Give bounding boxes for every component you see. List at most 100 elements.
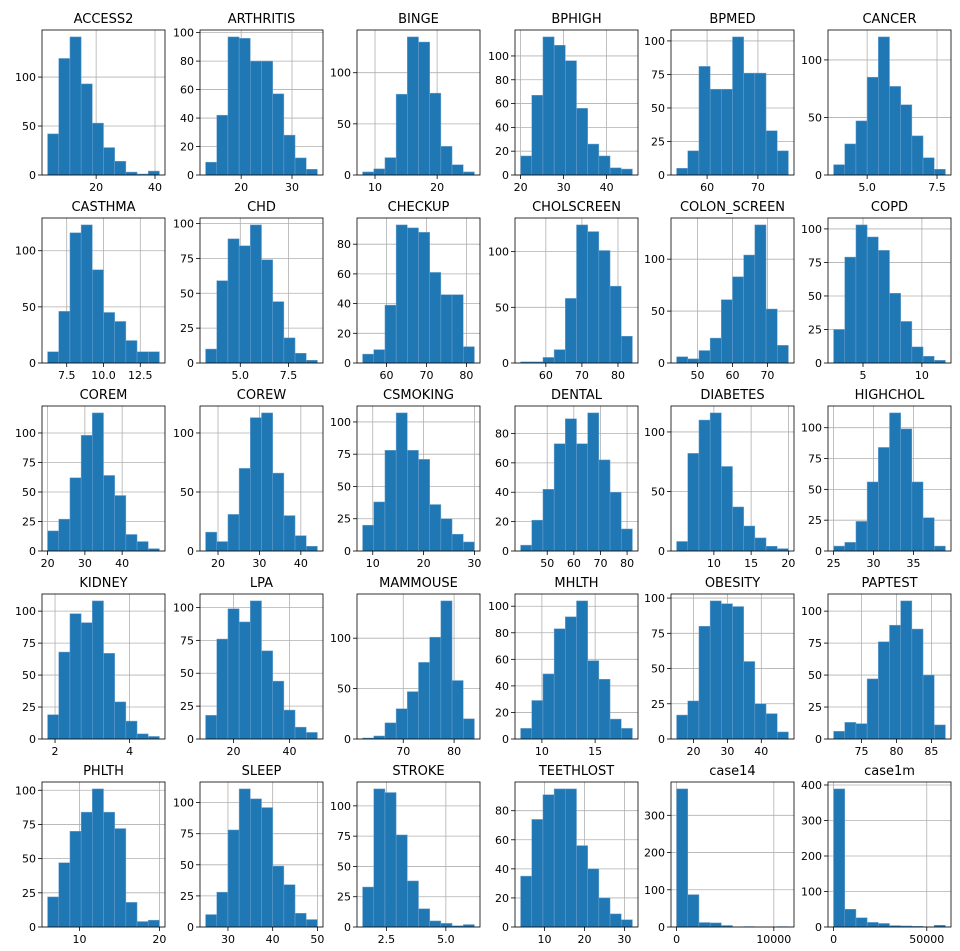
bar — [855, 224, 868, 364]
bar — [114, 828, 127, 928]
x-tick-label: 60 — [567, 557, 581, 570]
bar — [80, 622, 93, 740]
y-tick-label: 0 — [658, 545, 665, 558]
bar — [261, 60, 273, 176]
bar — [833, 788, 846, 928]
y-tick-label: 0 — [502, 921, 509, 934]
bar — [553, 349, 566, 364]
bar — [698, 419, 711, 552]
subplot: 20 40 0 50 100 ACCESS2 — [15, 12, 166, 194]
bar — [576, 224, 588, 364]
subplot-title: COPD — [871, 200, 908, 215]
axes-frame — [827, 593, 952, 740]
bar — [92, 600, 104, 740]
bar — [429, 920, 442, 928]
bar — [216, 280, 229, 364]
bar — [227, 514, 240, 552]
bar — [743, 254, 756, 364]
bar — [911, 628, 924, 740]
bar — [676, 541, 689, 552]
x-tick-label: 30 — [867, 557, 881, 570]
bar — [429, 636, 442, 740]
bar — [429, 504, 442, 552]
y-tick-label: 0 — [502, 545, 509, 558]
bar — [587, 143, 600, 176]
bar — [272, 301, 285, 364]
bar — [709, 412, 722, 552]
axes-frame — [514, 593, 639, 740]
bar — [80, 811, 93, 928]
x-tick-label: 50 — [540, 557, 554, 570]
y-tick-label: 60 — [180, 84, 194, 97]
bar — [542, 489, 555, 552]
x-tick-label: 5.0 — [232, 369, 250, 382]
bar — [362, 171, 375, 176]
bar — [407, 691, 419, 740]
bar — [933, 724, 946, 740]
y-tick-label: 100 — [644, 35, 665, 48]
bar — [855, 120, 868, 176]
subplot: 50 60 70 80 0 20 40 60 80 DENTAL — [495, 388, 639, 570]
subplot-title: DENTAL — [551, 388, 603, 403]
bar — [305, 169, 318, 176]
axes-frame — [41, 405, 166, 552]
subplot: 20 30 40 0 50 100 COREW — [173, 388, 324, 570]
bar — [373, 168, 386, 176]
bar — [92, 122, 104, 176]
subplot-title: ACCESS2 — [74, 12, 134, 27]
bar — [587, 412, 600, 552]
axes-frame — [356, 217, 481, 364]
y-tick-label: 50 — [180, 859, 194, 872]
y-tick-label: 100 — [15, 245, 36, 258]
bar — [889, 86, 901, 176]
bar — [754, 72, 767, 176]
bar — [844, 256, 857, 364]
bar — [407, 227, 419, 364]
x-tick-label: 30 — [78, 557, 92, 570]
x-tick-label: 10 — [915, 369, 929, 382]
bar — [620, 528, 633, 552]
bar — [866, 481, 879, 552]
bar — [429, 92, 442, 176]
y-tick-label: 50 — [180, 486, 194, 499]
bar — [216, 638, 229, 740]
axes-frame — [514, 29, 639, 176]
bar — [205, 161, 218, 176]
y-tick-label: 400 — [801, 779, 822, 792]
bar — [305, 546, 318, 552]
y-tick-label: 100 — [801, 885, 822, 898]
y-tick-label: 50 — [337, 480, 351, 493]
bar — [384, 304, 397, 364]
x-tick-label: 4 — [126, 745, 133, 758]
bar — [676, 714, 689, 740]
y-tick-label: 75 — [180, 634, 194, 647]
y-tick-label: 60 — [495, 98, 509, 111]
bar — [620, 336, 633, 364]
subplot: 75 80 85 0 25 50 75 100 PAPTEST — [801, 576, 952, 758]
y-tick-label: 20 — [495, 706, 509, 719]
y-tick-label: 0 — [29, 169, 36, 182]
bar — [205, 531, 218, 552]
y-tick-label: 100 — [330, 800, 351, 813]
y-tick-label: 60 — [495, 457, 509, 470]
bar — [418, 459, 430, 552]
y-tick-label: 60 — [495, 834, 509, 847]
bar — [855, 917, 868, 928]
y-tick-label: 0 — [658, 733, 665, 746]
y-tick-label: 50 — [180, 287, 194, 300]
y-tick-label: 100 — [15, 605, 36, 618]
bar — [283, 134, 296, 176]
y-tick-label: 75 — [180, 252, 194, 265]
subplot: 10 20 30 0 20 40 60 80 TEETHLOST — [495, 764, 639, 946]
bar — [462, 541, 475, 552]
bar — [598, 155, 611, 176]
x-tick-label: 20 — [234, 181, 248, 194]
y-tick-label: 50 — [337, 683, 351, 696]
bar — [462, 171, 475, 176]
bar — [373, 501, 386, 552]
bar — [80, 435, 93, 552]
bar — [721, 299, 733, 364]
subplot: 60 70 0 25 50 75 100 BPMED — [644, 12, 795, 194]
subplot-title: COREM — [80, 388, 128, 403]
subplot: 5.0 7.5 0 25 50 75 100 CHD — [173, 200, 324, 382]
